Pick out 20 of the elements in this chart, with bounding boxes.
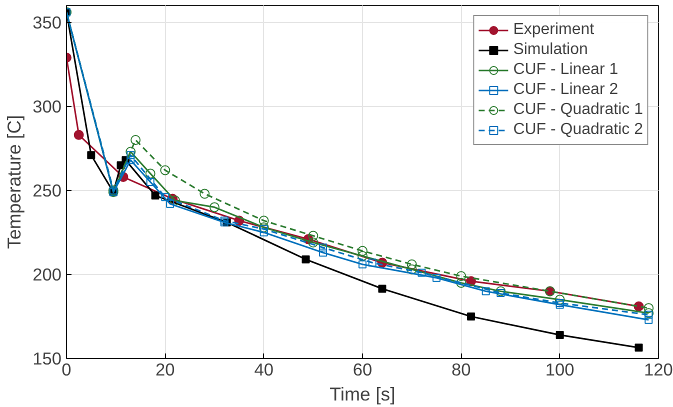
x-tick-label: 40 — [254, 360, 274, 380]
y-tick-label: 350 — [32, 12, 62, 32]
x-tick-label: 0 — [62, 360, 72, 380]
legend-label: CUF - Quadratic 2 — [513, 121, 643, 139]
x-tick-label: 100 — [545, 360, 574, 380]
legend-label: CUF - Linear 1 — [513, 61, 618, 79]
legend-label: CUF - Quadratic 1 — [513, 101, 643, 119]
y-tick-label: 300 — [32, 96, 62, 116]
y-tick-label: 150 — [32, 348, 62, 368]
y-axis-title: Temperature [C] — [4, 115, 25, 249]
legend-label: CUF - Linear 2 — [513, 81, 618, 99]
x-tick-label: 60 — [352, 360, 372, 380]
legend-label: Simulation — [513, 41, 588, 59]
y-tick-label: 250 — [32, 180, 62, 200]
y-tick-label: 200 — [32, 264, 62, 284]
x-axis-title: Time [s] — [330, 384, 396, 404]
legend-label: Experiment — [513, 21, 594, 39]
x-tick-label: 80 — [452, 360, 471, 380]
x-tick-label: 120 — [644, 360, 673, 380]
x-tick-label: 20 — [156, 360, 175, 380]
